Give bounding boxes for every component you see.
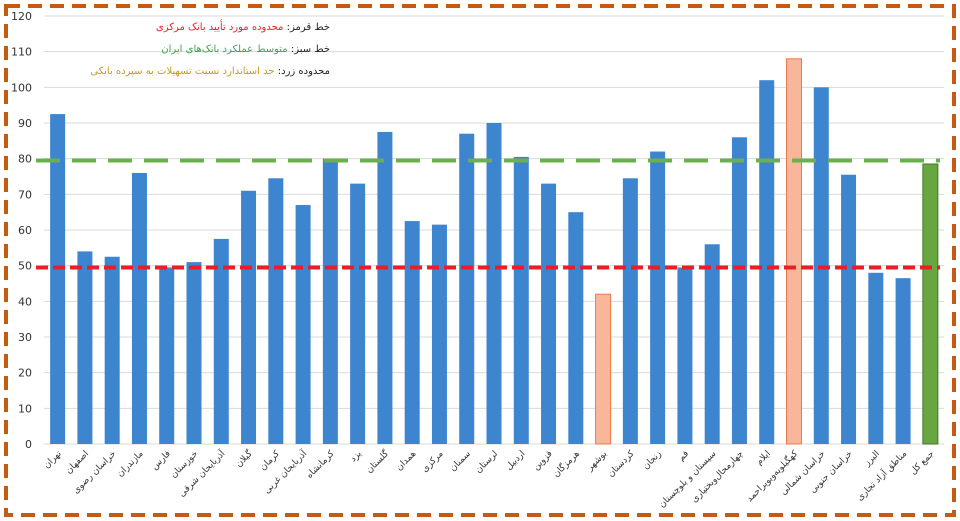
bar <box>77 251 93 444</box>
bar <box>841 174 857 444</box>
y-tick-label: 60 <box>18 224 32 237</box>
y-tick-label: 30 <box>18 331 32 344</box>
x-tick-label: البرز <box>862 449 882 469</box>
y-tick-label: 100 <box>11 81 32 94</box>
x-tick-label: مرکزی <box>420 449 446 475</box>
legend-green-value: متوسط عملکرد بانک‌های ایران <box>161 44 288 55</box>
y-tick-label: 0 <box>25 438 32 451</box>
x-tick-label: سمنان <box>448 449 473 474</box>
x-tick-label: اردبیل <box>504 449 527 472</box>
legend-green-label: خط سبز: <box>290 44 330 55</box>
bar <box>868 272 884 444</box>
legend-yellow-label: محدوده زرد: <box>277 66 330 77</box>
bar <box>104 256 120 444</box>
y-tick-label: 10 <box>18 402 32 415</box>
bar <box>295 205 311 444</box>
bar <box>622 178 638 445</box>
bar <box>731 137 747 444</box>
bar <box>350 183 366 444</box>
x-tick-label: کرمان <box>258 449 282 473</box>
x-tick-label: گلستان <box>363 447 391 475</box>
x-tick-label: ایلام <box>754 449 772 467</box>
bar <box>131 172 147 444</box>
bar <box>404 221 420 444</box>
x-tick-label: جمع کل <box>909 449 937 477</box>
x-tick-label: تهران <box>42 449 64 471</box>
x-tick-label: قزوین <box>531 449 554 472</box>
x-tick-label: گیلان <box>233 447 255 469</box>
bar <box>186 262 202 444</box>
legend-green: خط سبز: متوسط عملکرد بانک‌های ایران <box>161 44 330 55</box>
legend-red: خط قرمز: محدوده مورد تأیید بانک مرکزی <box>156 22 330 33</box>
y-tick-label: 80 <box>18 153 32 166</box>
legend-yellow: محدوده زرد: حد استاندارد نسبت تسهیلات به… <box>90 66 330 77</box>
bar <box>322 158 338 444</box>
bar <box>922 163 939 445</box>
chart-legend: خط قرمز: محدوده مورد تأیید بانک مرکزی خط… <box>60 22 330 88</box>
x-tick-label: همدان <box>394 449 418 473</box>
bar <box>595 293 612 445</box>
bar <box>513 156 529 444</box>
x-tick-label: کردستان <box>606 449 637 480</box>
x-tick-label: زنجان <box>641 449 664 472</box>
bar <box>650 151 666 445</box>
bar <box>759 80 775 444</box>
bar <box>704 244 720 444</box>
x-tick-label: چهارمحال‌وبختیاری <box>690 449 746 505</box>
x-tick-label: مازندران <box>115 449 145 479</box>
bar <box>377 131 393 444</box>
bar <box>895 278 911 444</box>
y-tick-label: 120 <box>11 10 32 23</box>
bar <box>213 238 229 444</box>
bar <box>159 267 175 444</box>
legend-red-label: خط قرمز: <box>286 22 330 33</box>
bar <box>486 123 502 444</box>
x-tick-label: بوشهر <box>585 449 610 474</box>
y-tick-label: 110 <box>11 46 32 59</box>
y-tick-label: 50 <box>18 260 32 273</box>
x-tick-label: کرمانشاه <box>305 449 337 481</box>
bar <box>431 224 447 444</box>
bar <box>50 114 66 444</box>
x-tick-label: قم <box>677 449 691 463</box>
bar <box>241 190 257 444</box>
y-tick-label: 20 <box>18 367 32 380</box>
x-tick-label: آذربایجان شرقی <box>176 447 228 499</box>
legend-yellow-value: حد استاندارد نسبت تسهیلات به سپرده بانکی <box>90 66 275 77</box>
border-rect <box>4 4 956 517</box>
y-tick-label: 90 <box>18 117 32 130</box>
bar <box>677 267 693 444</box>
bar <box>786 58 802 445</box>
legend-red-value: محدوده مورد تأیید بانک مرکزی <box>155 22 284 33</box>
x-tick-label: یزد <box>349 449 365 465</box>
bar <box>459 133 475 444</box>
bar <box>568 212 584 444</box>
x-tick-label: هرمزگان <box>550 447 582 479</box>
bar <box>268 178 284 445</box>
x-tick-label: فارس <box>150 449 173 472</box>
bar <box>541 183 557 444</box>
x-tick-label: لرستان <box>474 449 500 475</box>
y-tick-label: 40 <box>18 295 32 308</box>
y-tick-label: 70 <box>18 188 32 201</box>
